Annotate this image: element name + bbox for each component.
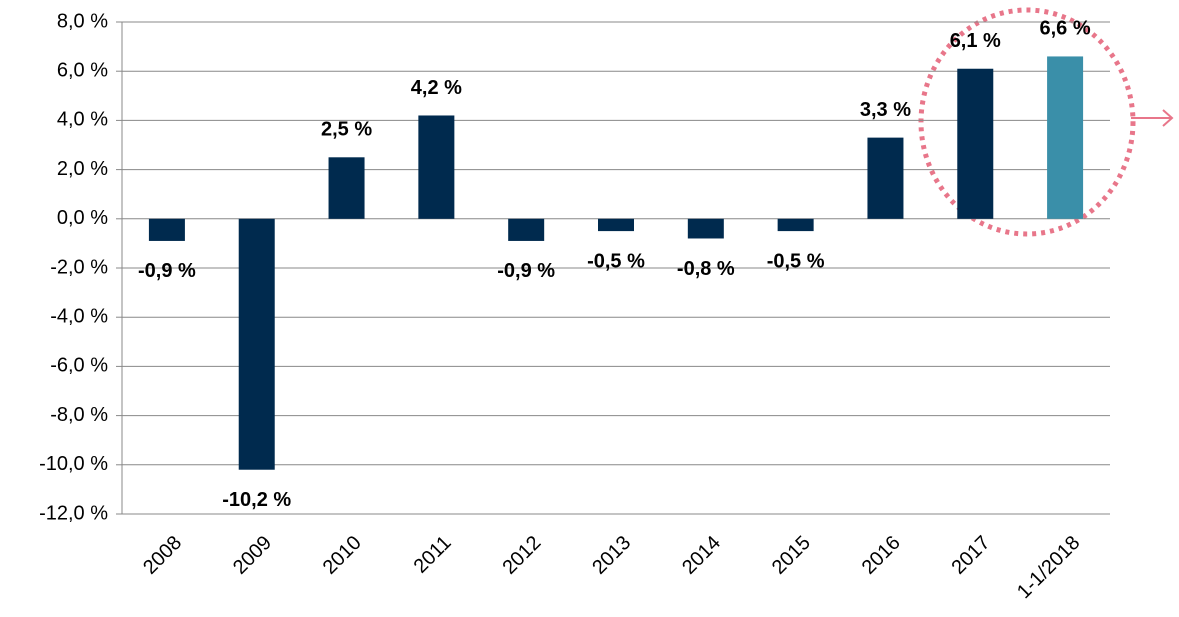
y-tick-label: -8,0 % [50,404,108,426]
bar [238,218,275,470]
value-label: -0,5 % [587,250,645,272]
highlight-ellipse [918,7,1136,237]
x-tick-label: 2008 [139,532,186,579]
value-label: 2,5 % [321,119,372,141]
bar [418,115,455,219]
x-tick-label: 2009 [229,532,276,579]
y-tick-label: 8,0 % [57,10,108,32]
x-tick-label: 2017 [948,532,995,579]
arrow-head [1162,109,1174,127]
value-label: 6,6 % [1040,18,1091,40]
x-tick-label: 2012 [498,532,545,579]
value-label: -0,8 % [677,258,735,280]
y-tick-label: 6,0 % [57,59,108,81]
y-tick-label: 2,0 % [57,158,108,180]
bar [508,218,545,241]
y-tick-label: 0,0 % [57,207,108,229]
value-label: -0,5 % [767,250,825,272]
bar [328,157,365,219]
value-label: -0,9 % [138,260,196,282]
bar [687,218,724,239]
bar [148,218,185,241]
x-tick-label: 2011 [410,532,456,578]
x-tick-label: 2016 [858,532,905,579]
x-tick-label: 2014 [678,532,725,579]
x-tick-label: 2013 [588,532,635,579]
x-tick-label: 2010 [319,532,366,579]
bar [957,68,994,219]
value-label: 4,2 % [411,77,462,99]
y-tick-label: -4,0 % [50,305,108,327]
bar [1047,56,1084,219]
x-tick-label: 2015 [768,532,815,579]
bar [777,218,814,232]
y-tick-label: -2,0 % [50,256,108,278]
bar [867,137,904,219]
y-tick-label: 4,0 % [57,109,108,131]
x-tick-label: 1-1/2018 [1013,532,1084,603]
value-label: -0,9 % [497,260,555,282]
y-tick-label: -10,0 % [39,453,108,475]
bar [598,218,634,232]
y-tick-label: -6,0 % [50,355,108,377]
value-label: 3,3 % [860,99,911,121]
value-label: -10,2 % [222,489,291,511]
value-label: 6,1 % [950,30,1001,52]
y-tick-label: -12,0 % [39,502,108,524]
